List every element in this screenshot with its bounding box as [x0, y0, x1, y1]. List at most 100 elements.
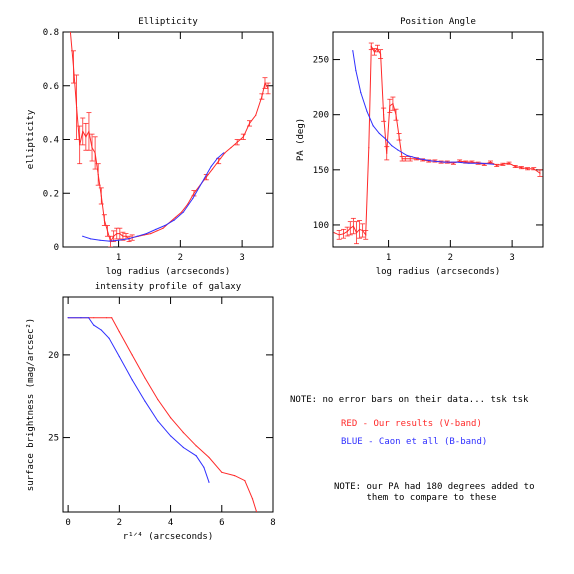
series-line-red [333, 44, 541, 237]
data-point-blue [468, 162, 470, 164]
data-point-blue [480, 162, 482, 164]
x-tick-label: 1 [116, 253, 121, 263]
data-point-red [157, 398, 159, 401]
data-point-red [150, 232, 152, 235]
chart-title: Position Angle [400, 17, 476, 27]
data-point-red [144, 377, 146, 379]
data-point-blue [173, 219, 175, 221]
x-axis-label: log radius (arcseconds) [376, 267, 501, 277]
plot-frame [62, 296, 274, 513]
data-point-blue [355, 69, 357, 72]
series-line-blue [68, 317, 210, 483]
data-point-blue [93, 324, 95, 326]
x-tick-label: 3 [509, 253, 514, 263]
x-tick-label: 6 [219, 518, 224, 528]
data-point-blue [182, 446, 184, 449]
series-red [67, 317, 261, 524]
data-point-red [187, 203, 189, 205]
series-red [333, 42, 543, 245]
data-point-red [131, 354, 133, 356]
note-pa-offset: NOTE: our PA had 180 degrees added to th… [334, 482, 535, 503]
data-point-red [251, 498, 254, 500]
y-tick-label: 0.8 [43, 28, 59, 38]
data-point-red [221, 471, 223, 473]
x-axis-label: log radius (arcseconds) [106, 267, 231, 277]
y-tick-label: 150 [313, 166, 329, 176]
series-line-red [68, 317, 258, 512]
data-point-red [182, 432, 184, 434]
data-point-blue [136, 235, 138, 237]
data-point-red [224, 152, 226, 154]
data-point-blue [82, 235, 84, 237]
data-point-blue [192, 198, 194, 200]
data-point-blue [145, 232, 147, 235]
data-point-red [260, 523, 261, 524]
data-point-blue [366, 110, 368, 112]
chart-title: intensity profile of galaxy [95, 282, 242, 292]
data-point-blue [492, 163, 495, 165]
legend-blue-series: BLUE - Caon et all (B-band) [341, 437, 488, 447]
data-point-blue [118, 355, 120, 358]
x-tick-label: 3 [239, 253, 244, 263]
data-point-red [211, 168, 214, 170]
data-point-blue [127, 238, 129, 240]
data-point-blue [431, 160, 433, 162]
x-tick-label: 4 [168, 518, 173, 528]
data-point-blue [406, 154, 408, 157]
data-point-blue [397, 149, 399, 151]
y-tick-label: 0.4 [43, 136, 59, 146]
data-point-blue [80, 317, 82, 319]
data-point-blue [100, 329, 103, 331]
data-point-red [118, 331, 120, 333]
y-tick-label: 0.2 [43, 189, 59, 199]
y-tick-label: 100 [313, 221, 329, 231]
data-point-blue [157, 420, 159, 422]
y-tick-label: 25 [48, 434, 59, 444]
data-point-blue [108, 337, 110, 339]
plot-area [333, 42, 543, 245]
x-tick-label: 8 [270, 518, 275, 528]
data-point-blue [210, 165, 212, 167]
data-point-blue [360, 92, 362, 94]
note-no-error-bars: NOTE: no error bars on their data... tsk… [290, 395, 529, 405]
data-point-blue [195, 455, 197, 457]
plot-area [69, 32, 271, 247]
data-point-blue [384, 138, 387, 140]
data-point-blue [222, 152, 225, 154]
plot-frame [332, 31, 544, 248]
x-axis-label: r¹ᐟ⁴ (arcseconds) [123, 532, 214, 542]
data-point-blue [455, 161, 458, 163]
x-tick-label: 2 [178, 253, 183, 263]
data-point-blue [144, 400, 146, 402]
x-tick-label: 1 [386, 253, 391, 263]
data-point-blue [216, 157, 219, 159]
ellipticity-panel: 1 2 3 0 0.2 0.4 0.6 0.8 Ellipticity log radius (a… [26, 17, 274, 277]
data-point-blue [67, 317, 69, 319]
data-point-blue [155, 228, 157, 231]
y-tick-label: 0.6 [43, 82, 59, 92]
data-point-red [156, 230, 158, 232]
legend-red-series: RED - Our results (V-band) [341, 419, 482, 429]
y-axis-label: PA (deg) [296, 118, 306, 161]
data-point-red [180, 211, 183, 213]
data-point-blue [169, 435, 172, 437]
y-axis-label: surface brightness (mag/arcsec²) [26, 318, 36, 491]
data-point-red [368, 147, 370, 149]
data-point-blue [352, 50, 354, 52]
series-blue [67, 317, 210, 483]
data-point-red [169, 417, 172, 419]
data-point-red [105, 317, 108, 319]
series-red [69, 32, 271, 247]
data-point-blue [203, 466, 205, 468]
data-point-blue [372, 125, 374, 127]
data-point-red [244, 479, 246, 482]
data-point-red [233, 475, 236, 477]
data-point-blue [418, 158, 421, 160]
y-tick-label: 20 [48, 351, 59, 361]
data-point-blue [90, 238, 92, 240]
data-point-blue [201, 181, 203, 184]
position-angle-panel: 1 2 3 100 150 200 250 Position Angle log radius … [296, 17, 544, 277]
intensity-profile-panel: 0 2 4 6 8 20 25 intensity profile of galaxy r¹ᐟ⁴… [26, 282, 276, 542]
series-line-blue [82, 152, 224, 242]
